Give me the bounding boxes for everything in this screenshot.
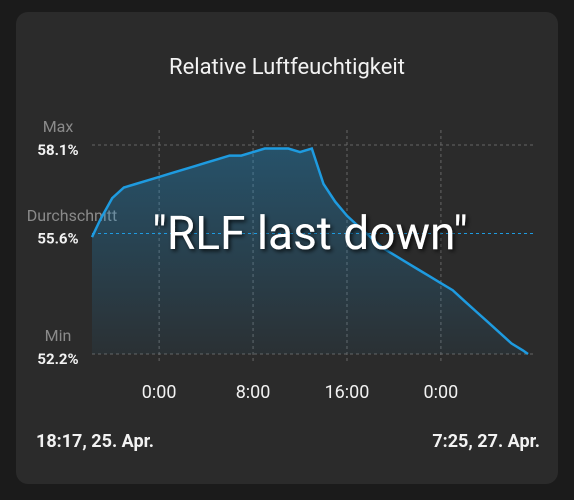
chart-body: Relative Luftfeuchtigkeit 18:17, 25. Apr… <box>27 55 540 452</box>
x-tick-label: 0:00 <box>142 382 177 403</box>
x-tick-label: 8:00 <box>236 382 271 403</box>
overlay-text: "RLF last down" <box>152 207 468 261</box>
area <box>92 148 528 354</box>
range-start: 18:17, 25. Apr. <box>36 431 154 452</box>
range-end: 7:25, 27. Apr. <box>432 431 540 452</box>
y-tick-name: Min <box>45 326 72 345</box>
chart-title: Relative Luftfeuchtigkeit <box>169 55 405 80</box>
y-tick-label: 58.1% <box>37 141 78 159</box>
x-tick-label: 0:00 <box>424 382 459 403</box>
y-tick-name: Durchschnitt <box>27 206 117 225</box>
y-tick-label: 52.2% <box>37 350 78 368</box>
line <box>90 146 529 356</box>
y-tick-label: 55.6% <box>37 230 78 248</box>
y-tick-name: Max <box>43 117 74 136</box>
x-tick-label: 16:00 <box>325 382 370 403</box>
